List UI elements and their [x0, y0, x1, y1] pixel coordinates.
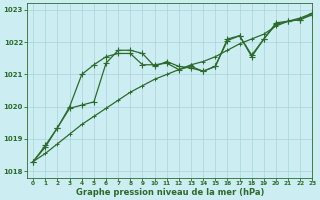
X-axis label: Graphe pression niveau de la mer (hPa): Graphe pression niveau de la mer (hPa)	[76, 188, 264, 197]
